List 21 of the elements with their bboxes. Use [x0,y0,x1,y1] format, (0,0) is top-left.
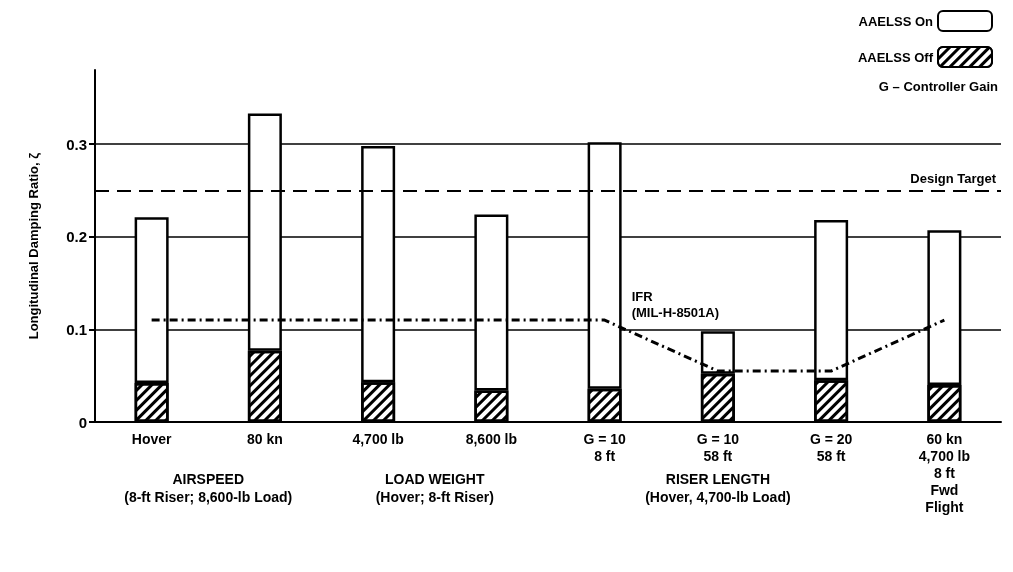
x-tick-label: 80 kn [246,430,283,447]
x-tick-label: 60 kn 4,700 lb 8 ft Fwd Flight [918,430,971,515]
legend-label: AAELSS On [858,13,934,29]
x-tick-label: G = 10 8 ft [583,430,627,464]
legend-label: AAELSS Off [857,49,934,65]
text: LOAD WEIGHT (Hover; 8-ft Riser) [375,471,494,505]
y-axis-title: Longitudinal Damping Ratio, ζ [26,152,41,340]
y-tick-label: 0.1 [66,320,87,338]
x-tick-label: G = 20 58 ft [809,430,853,464]
x-tick-label: 8,600 lb [465,430,518,447]
text: RISER LENGTH (Hover, 4,700-lb Load) [645,471,791,505]
x-tick-label: 4,700 lb [352,430,404,447]
annotation: G – Controller Gain [878,79,999,94]
y-tick-label: 0.2 [66,228,87,246]
ref-line-label: Design Target [910,171,997,187]
series-label: IFR (MIL-H-8501A) [631,288,720,320]
x-tick-label: G = 10 58 ft [696,430,740,464]
x-tick-label: Hover [131,430,173,447]
text: AIRSPEED (8-ft Riser; 8,600-lb Load) [124,471,293,505]
y-tick-label: 0 [78,413,87,431]
y-tick-label: 0.3 [66,135,87,153]
